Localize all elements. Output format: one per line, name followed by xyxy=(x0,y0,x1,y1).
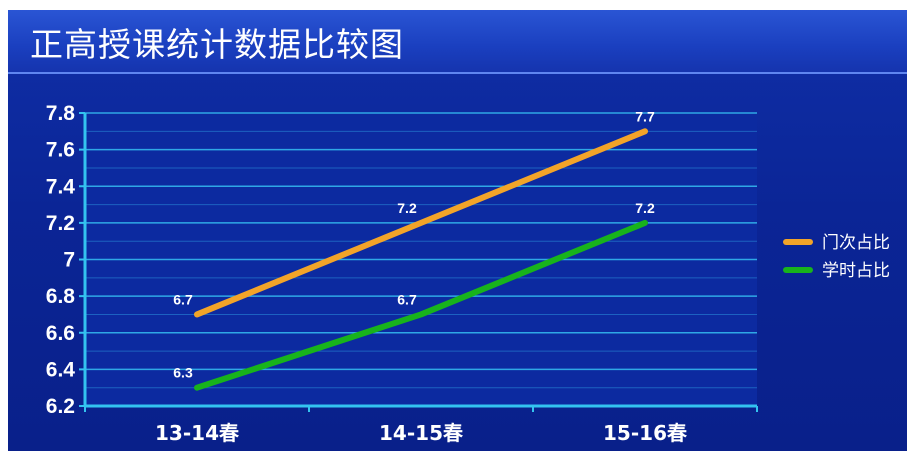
line-chart: 6.2 6.4 6.6 6.8 7 7.2 7.4 7.6 7.8 13-14春 14-15春 15-… xyxy=(46,102,890,445)
data-label: 7.2 xyxy=(397,200,417,216)
x-category-label: 15-16春 xyxy=(603,421,688,445)
y-tick-label: 7.4 xyxy=(46,175,76,198)
series-line-2 xyxy=(194,219,648,391)
legend-label: 学时占比 xyxy=(822,261,890,281)
data-label: 6.7 xyxy=(173,291,193,307)
legend-label: 门次占比 xyxy=(822,233,890,253)
data-label: 7.7 xyxy=(635,108,655,124)
y-tick-label: 7.6 xyxy=(46,139,75,162)
x-category-label: 14-15春 xyxy=(379,421,464,445)
slide: 正高授课统计数据比较图 6.2 6.4 6.6 6.8 7 7.2 7.4 7.6 7.8 13-… xyxy=(8,10,907,451)
y-tick-label: 6.2 xyxy=(46,395,75,418)
y-tick-label: 6.6 xyxy=(46,322,75,345)
y-tick-label: 6.8 xyxy=(46,285,76,308)
y-tick-label: 7.8 xyxy=(46,102,76,125)
data-label: 7.2 xyxy=(635,200,655,216)
x-category-label: 13-14春 xyxy=(155,421,240,445)
title-bar: 正高授课统计数据比较图 xyxy=(8,10,907,74)
data-label: 6.7 xyxy=(397,291,417,307)
chart-title: 正高授课统计数据比较图 xyxy=(30,25,404,64)
y-tick-label: 7 xyxy=(63,249,75,272)
y-tick-label: 6.4 xyxy=(46,358,76,381)
data-label: 6.3 xyxy=(173,365,193,381)
series-line-1 xyxy=(194,128,648,318)
y-tick-label: 7.2 xyxy=(46,212,75,235)
